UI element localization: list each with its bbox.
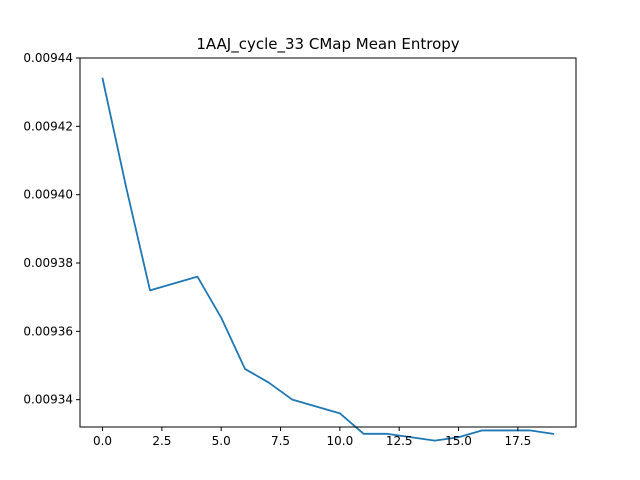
y-tick-label: 0.00944	[23, 51, 73, 65]
x-tick-label: 2.5	[152, 434, 171, 448]
chart-title: 1AAJ_cycle_33 CMap Mean Entropy	[196, 35, 459, 54]
x-tick-label: 7.5	[271, 434, 290, 448]
x-tick-label: 5.0	[212, 434, 231, 448]
series-line-1	[101, 77, 555, 442]
x-tick-label: 0.0	[93, 434, 112, 448]
x-tick-label: 12.5	[386, 434, 413, 448]
x-tick-label: 17.5	[504, 434, 531, 448]
y-tick-label: 0.00940	[23, 188, 73, 202]
y-tick-label: 0.00934	[23, 393, 73, 407]
y-tick-label: 0.00942	[23, 119, 73, 133]
x-tick-label: 15.0	[445, 434, 472, 448]
plot-area: 0.0 2.5 5.0 7.5 10.0 12.5 15.0 17.5 0.00934 0.009…	[23, 51, 577, 448]
y-tick-label: 0.00938	[23, 256, 73, 270]
y-tick-label: 0.00936	[23, 324, 73, 338]
x-tick-label: 10.0	[327, 434, 354, 448]
axes-frame	[79, 57, 577, 428]
